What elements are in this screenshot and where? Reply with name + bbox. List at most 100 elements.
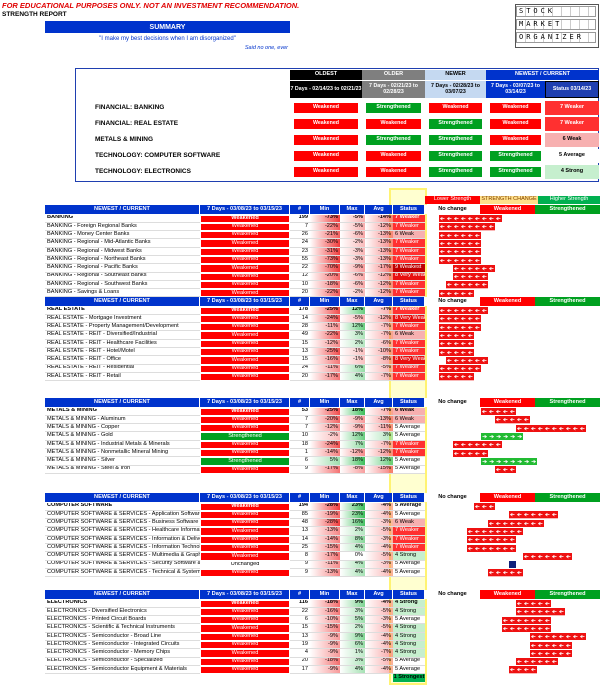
row-label: METALS & MINING - Copper	[45, 424, 200, 433]
trend-bar	[453, 449, 488, 457]
row-label: METALS & MINING - Nonmetallic Mineral Mi…	[45, 449, 200, 458]
trend-bar	[453, 441, 502, 449]
data-cell: -2%	[340, 289, 365, 298]
row-label: COMPUTER SOFTWARE & SERVICES - Applicati…	[45, 511, 200, 520]
data-cell: -17%	[310, 372, 340, 382]
data-cell: 13	[290, 348, 310, 357]
data-cell: 9%	[340, 632, 365, 641]
data-cell: 4 Strong	[393, 624, 425, 633]
data-cell: -13%	[310, 527, 340, 536]
data-cell: -70%	[310, 264, 340, 273]
trend-bar	[467, 544, 516, 552]
data-cell: 7 Weaker	[393, 527, 425, 536]
data-cell: -7%	[365, 440, 393, 449]
data-cell: 5 Average	[393, 510, 425, 520]
data-cell: 6 Weak	[393, 415, 425, 425]
row-label: BANKING - Money Center Banks	[45, 231, 200, 240]
section-header-legend: Strengthened	[535, 205, 600, 214]
data-cell: 116	[290, 600, 310, 608]
data-cell: -4%	[365, 544, 393, 553]
data-cell: Weakened	[200, 339, 290, 348]
change-cell: Strengthened	[428, 134, 483, 146]
section-header-cell: Avg	[365, 493, 393, 502]
data-cell: Weakened	[200, 616, 290, 625]
data-cell: -13%	[365, 415, 393, 425]
row-label: COMPUTER SOFTWARE & SERVICES - Informati…	[45, 536, 200, 544]
data-cell: -25%	[310, 306, 340, 315]
trend-bar	[446, 356, 488, 365]
data-cell: -22%	[310, 289, 340, 298]
data-cell: 10	[290, 432, 310, 441]
trend-bar	[502, 616, 551, 624]
section-header-legend: No change	[425, 590, 480, 599]
data-cell: 7 Weaker	[393, 449, 425, 458]
data-cell: Weakened	[200, 657, 290, 666]
data-cell: 6 Weak	[393, 231, 425, 240]
change-cell: Weakened	[489, 134, 542, 146]
trend-bar	[516, 424, 586, 432]
data-cell: -17%	[310, 465, 340, 474]
trend-bar	[495, 466, 516, 474]
data-cell: 7 Weaker	[393, 372, 425, 382]
row-label: ELECTRONICS - Printed Circuit Boards	[45, 616, 200, 625]
data-cell: 10	[290, 281, 310, 290]
data-cell: 85	[290, 511, 310, 520]
trend-bar	[481, 432, 523, 441]
data-cell: Weakened	[200, 222, 290, 232]
data-cell: 5 Average	[393, 502, 425, 511]
data-cell: -9%	[340, 264, 365, 273]
section-header-cell: #	[290, 493, 310, 502]
section-header-cell: Min	[310, 493, 340, 502]
data-cell: 18	[290, 441, 310, 449]
data-cell: Weakened	[200, 527, 290, 536]
row-label: BANKING - Regional - Mid-Atlantic Banks	[45, 239, 200, 248]
data-cell: -4%	[365, 599, 393, 608]
trend-bar	[481, 408, 516, 416]
section-header-cell: 7 Days - 03/08/23 to 03/15/23	[200, 398, 290, 407]
data-cell: Weakened	[200, 314, 290, 324]
data-cell: 5 Average	[393, 465, 425, 474]
data-cell: 15	[290, 340, 310, 348]
data-cell: -4%	[365, 502, 393, 511]
data-cell: Weakened	[200, 256, 290, 265]
data-cell: -25%	[310, 407, 340, 416]
data-cell: -5%	[365, 657, 393, 666]
data-cell: 4%	[340, 560, 365, 569]
data-cell: -16%	[310, 607, 340, 617]
row-label: BANKING - Regional - Midwest Banks	[45, 248, 200, 256]
data-cell: Weakened	[200, 665, 290, 675]
data-cell: -13%	[365, 239, 393, 248]
section-header-legend: Weakened	[480, 297, 535, 306]
data-cell: Weakened	[200, 510, 290, 520]
data-cell: -5%	[365, 364, 393, 373]
data-cell: -20%	[310, 272, 340, 281]
data-cell: Weakened	[200, 306, 290, 315]
trend-bar	[488, 519, 544, 527]
data-cell: -3%	[340, 247, 365, 256]
row-label: BANKING - Regional - Pacific Banks	[45, 264, 200, 273]
period-header: 7 Days - 02/21/23 to 02/28/23	[362, 81, 425, 98]
data-cell: 5 Average	[393, 665, 425, 675]
data-cell: 8 Very Weak	[393, 314, 425, 324]
data-cell: 1%	[340, 649, 365, 658]
data-cell: 3%	[365, 432, 393, 441]
data-cell: 6 Weak	[393, 407, 425, 416]
data-cell: -5%	[365, 607, 393, 617]
data-cell: -9%	[310, 632, 340, 641]
row-label: BANKING - Regional - Northeast Banks	[45, 256, 200, 265]
data-cell: -11%	[310, 560, 340, 569]
trend-bar	[502, 624, 551, 633]
change-cell: Strengthened	[428, 150, 483, 162]
row-label: METALS & MINING - Silver	[45, 457, 200, 466]
data-cell: 2%	[340, 339, 365, 348]
data-cell: -12%	[365, 272, 393, 281]
data-cell: 6 Weak	[393, 331, 425, 340]
data-cell: 6%	[340, 641, 365, 650]
column-header: NEWER	[425, 70, 486, 80]
data-cell: 22	[290, 608, 310, 617]
data-cell: -1%	[340, 348, 365, 357]
data-cell: -17%	[310, 552, 340, 561]
data-cell: 4%	[340, 665, 365, 675]
data-cell: -18%	[310, 280, 340, 290]
data-cell: Weakened	[200, 289, 290, 298]
